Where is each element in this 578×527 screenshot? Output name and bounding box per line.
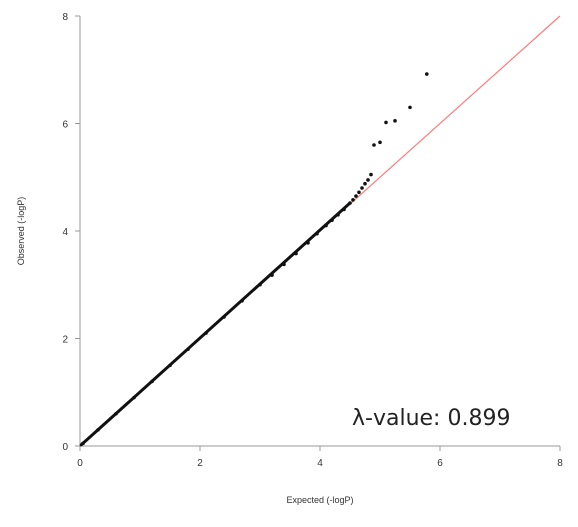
data-point: [372, 143, 376, 147]
y-axis-title: Observed (-logP): [16, 197, 26, 266]
x-tick-label: 2: [197, 458, 203, 469]
lambda-annotation: λ-value: 0.899: [352, 406, 510, 431]
x-tick-label: 8: [557, 458, 563, 469]
x-tick-label: 6: [437, 458, 443, 469]
x-tick-label: 0: [77, 458, 83, 469]
tick-labels: 0 2 4 6 8 0 2 4 6 8: [62, 12, 563, 469]
dense-points-band: [79, 201, 352, 447]
data-point: [354, 194, 358, 198]
y-tick-label: 2: [62, 335, 68, 346]
data-point: [408, 105, 412, 110]
x-axis-title: Expected (-logP): [286, 495, 353, 505]
y-tick-label: 4: [62, 227, 68, 238]
data-point: [351, 198, 355, 202]
y-tick-label: 0: [62, 442, 68, 453]
data-points: [79, 72, 429, 447]
y-tick-label: 8: [62, 12, 68, 23]
data-point: [363, 181, 367, 186]
ticks: [75, 15, 561, 451]
data-point: [425, 72, 429, 76]
data-point: [384, 120, 388, 125]
y-tick-label: 6: [62, 120, 68, 131]
data-point: [378, 140, 382, 145]
x-tick-label: 4: [317, 458, 323, 469]
data-point: [366, 178, 370, 182]
data-point: [360, 186, 364, 190]
data-point: [369, 172, 373, 177]
data-point: [393, 119, 397, 123]
data-point: [357, 190, 361, 195]
